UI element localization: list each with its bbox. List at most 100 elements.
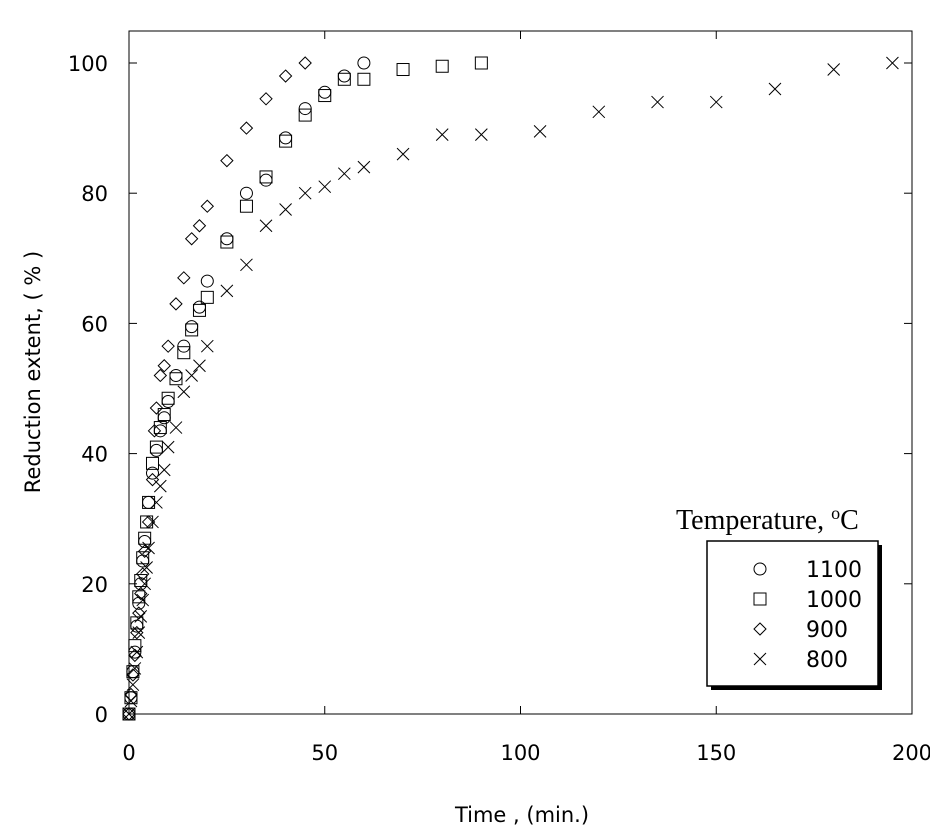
data-point xyxy=(146,515,159,529)
data-point xyxy=(239,186,253,200)
data-point xyxy=(122,707,136,721)
data-point xyxy=(149,440,163,454)
data-point xyxy=(533,125,547,138)
data-point xyxy=(279,203,292,216)
data-point xyxy=(240,258,253,272)
data-point xyxy=(145,472,160,487)
legend-marker-900 xyxy=(753,622,767,636)
data-point xyxy=(239,121,254,135)
data-point xyxy=(259,92,273,106)
legend-label: 1000 xyxy=(806,588,862,613)
y-tick-label: 0 xyxy=(95,703,108,727)
data-point xyxy=(137,544,152,558)
data-point xyxy=(145,466,159,480)
data-point xyxy=(142,495,156,509)
data-point xyxy=(318,85,332,99)
data-point xyxy=(169,372,183,386)
data-point xyxy=(157,408,171,422)
x-axis-title: Time , (min.) xyxy=(454,803,589,827)
data-point xyxy=(259,170,273,184)
data-point xyxy=(149,401,164,415)
axis-ticks xyxy=(128,31,913,715)
y-tick-label: 60 xyxy=(81,312,108,336)
data-point xyxy=(128,648,142,663)
data-point xyxy=(768,82,782,96)
data-point xyxy=(130,645,144,659)
data-point xyxy=(396,147,410,161)
data-point xyxy=(126,665,140,679)
data-point xyxy=(145,456,159,470)
data-point xyxy=(132,626,146,639)
data-point xyxy=(128,662,142,675)
legend-marker-800 xyxy=(753,652,767,666)
data-point xyxy=(177,346,191,360)
data-point xyxy=(185,320,199,334)
data-point xyxy=(200,339,214,353)
series-800 xyxy=(122,56,899,721)
x-tick-label: 200 xyxy=(892,741,930,765)
data-point xyxy=(239,199,253,213)
data-point xyxy=(220,235,234,249)
data-point xyxy=(153,479,167,493)
data-point xyxy=(220,153,234,168)
data-point xyxy=(298,56,312,70)
y-axis-title: Reduction extent, ( % ) xyxy=(21,251,45,493)
data-point xyxy=(709,95,723,109)
x-tick-label: 50 xyxy=(311,741,338,765)
data-point xyxy=(157,463,171,477)
data-point xyxy=(357,160,371,174)
data-point xyxy=(161,440,175,454)
data-point xyxy=(827,63,841,76)
data-point xyxy=(142,541,155,555)
data-point xyxy=(200,274,214,288)
data-point xyxy=(651,95,664,109)
data-point xyxy=(153,421,167,435)
legend-marker-1000 xyxy=(753,592,767,606)
data-point xyxy=(135,567,150,581)
data-point xyxy=(886,56,899,70)
legend-marker-1100 xyxy=(753,562,767,576)
y-tick-label: 20 xyxy=(81,573,108,597)
data-point xyxy=(169,368,183,382)
axis-tick-labels: 0 50 100 150 200 0 20 40 60 80 100 xyxy=(68,52,930,765)
legend-label: 900 xyxy=(806,618,848,643)
data-point xyxy=(200,290,214,304)
data-point xyxy=(140,561,153,574)
data-point xyxy=(128,645,142,659)
data-point xyxy=(122,707,136,721)
data-point xyxy=(298,186,312,200)
data-point xyxy=(192,219,207,233)
data-point xyxy=(161,395,175,409)
data-point xyxy=(220,284,234,298)
y-tick-label: 80 xyxy=(81,182,108,206)
data-point xyxy=(147,424,162,438)
y-tick-label: 40 xyxy=(81,443,108,467)
data-point xyxy=(161,391,175,405)
data-point xyxy=(435,59,449,73)
data-point xyxy=(134,586,148,601)
data-point xyxy=(474,56,488,70)
data-point xyxy=(435,128,449,141)
data-point xyxy=(337,69,351,83)
series-900 xyxy=(122,56,312,721)
data-point xyxy=(337,167,351,181)
data-point xyxy=(318,89,332,103)
data-point xyxy=(126,668,140,682)
data-point xyxy=(259,219,273,233)
data-points xyxy=(122,56,899,721)
data-point xyxy=(157,359,171,373)
data-point xyxy=(184,232,199,246)
x-tick-label: 0 xyxy=(122,741,135,765)
data-point xyxy=(132,590,146,604)
legend-label: 800 xyxy=(806,648,848,673)
x-tick-label: 100 xyxy=(500,741,540,765)
data-point xyxy=(177,271,191,285)
data-point xyxy=(150,496,163,509)
data-point xyxy=(396,63,410,77)
series-1100 xyxy=(122,56,371,721)
series-1000 xyxy=(122,56,488,721)
data-point xyxy=(134,574,148,588)
data-point xyxy=(136,554,150,568)
y-tick-label: 100 xyxy=(68,52,108,76)
